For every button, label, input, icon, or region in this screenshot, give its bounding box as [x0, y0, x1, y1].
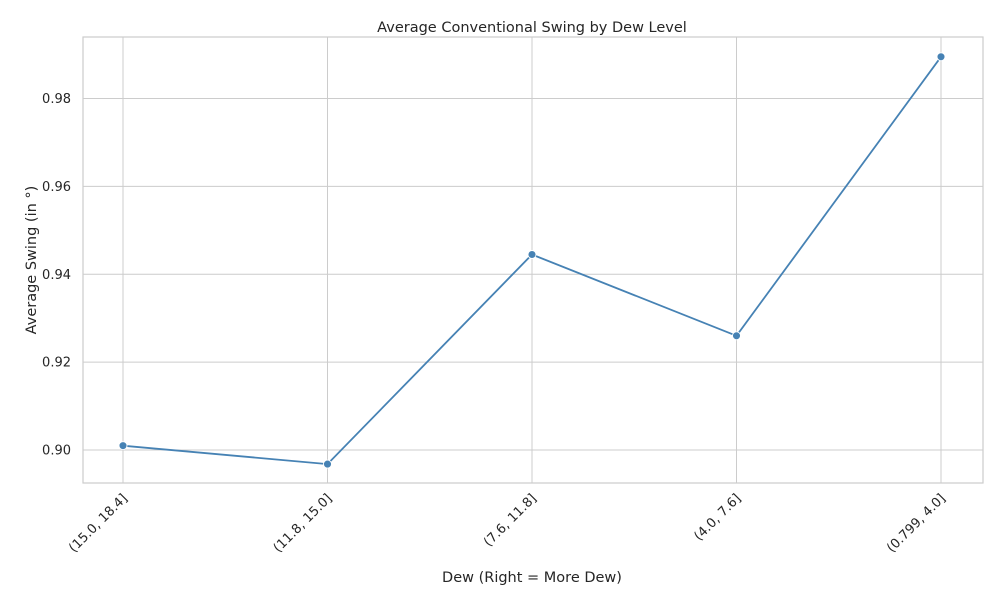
y-tick-label: 0.98 [42, 92, 71, 107]
x-axis-label: Dew (Right = More Dew) [442, 570, 622, 586]
y-tick-label: 0.92 [42, 356, 71, 371]
data-points [118, 52, 946, 469]
y-tick-label: 0.90 [42, 444, 71, 459]
y-axis-ticks: 0.90 0.92 0.94 0.96 0.98 [42, 92, 71, 459]
data-point [936, 52, 946, 62]
y-tick-label: 0.96 [42, 180, 71, 195]
x-tick-label: (7.6, 11.8] [481, 491, 540, 550]
x-tick-label: (11.8, 15.0] [271, 491, 336, 556]
y-tick-label: 0.94 [42, 268, 71, 283]
chart-title: Average Conventional Swing by Dew Level [377, 20, 687, 36]
x-tick-label: (0.799, 4.0] [884, 491, 949, 556]
plot-frame [82, 36, 984, 484]
grid-lines [83, 37, 983, 483]
x-tick-label: (15.0, 18.4] [66, 491, 131, 556]
x-tick-label: (4.0, 7.6] [691, 491, 744, 544]
data-point [118, 441, 128, 451]
data-point [323, 459, 332, 469]
data-point [732, 331, 741, 341]
y-axis-label: Average Swing (in °) [24, 186, 40, 335]
data-point [527, 250, 537, 259]
x-axis-ticks: (15.0, 18.4] (11.8, 15.0] (7.6, 11.8] (4.0,… [66, 491, 949, 556]
